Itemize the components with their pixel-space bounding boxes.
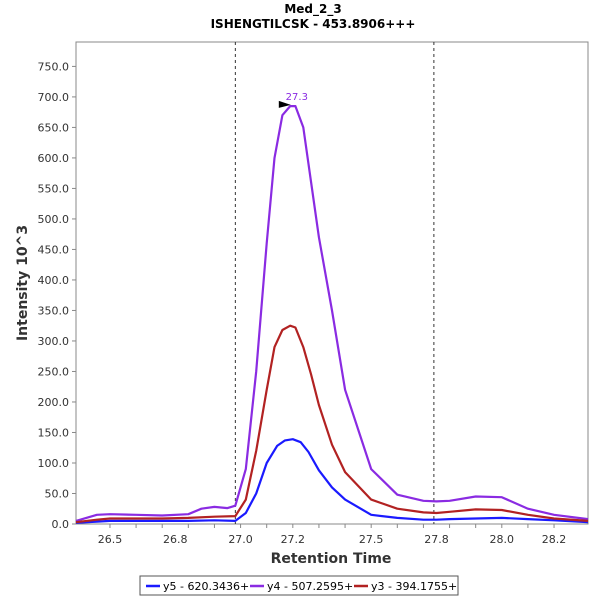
series-line — [75, 104, 589, 522]
y-tick-label: 750.0 — [38, 60, 70, 73]
chart-subtitle: ISHENGTILCSK - 453.8906+++ — [211, 17, 416, 31]
legend: y5 - 620.3436+ y4 - 507.2595+ y3 - 394.175… — [146, 580, 457, 593]
x-tick-label: 26.5 — [98, 533, 123, 546]
legend-label: y4 - 507.2595+ — [267, 580, 353, 593]
peak-label: 27.3 — [286, 92, 308, 103]
series-line — [75, 438, 589, 524]
chart-title: Med_2_3 — [284, 2, 341, 17]
x-tick-label: 28.0 — [490, 533, 515, 546]
y-tick-label: 0.0 — [52, 518, 70, 531]
y-tick-label: 450.0 — [38, 243, 70, 256]
legend-label: y3 - 394.1755+ — [371, 580, 457, 593]
plot-area — [75, 41, 589, 525]
x-tick-label: 27.5 — [359, 533, 384, 546]
y-tick-label: 400.0 — [38, 274, 70, 287]
x-tick-label: 27.8 — [424, 533, 449, 546]
x-tick-label: 26.8 — [163, 533, 188, 546]
y-tick-label: 650.0 — [38, 121, 70, 134]
y-tick-label: 200.0 — [38, 396, 70, 409]
y-tick-label: 50.0 — [45, 487, 70, 500]
y-tick-label: 500.0 — [38, 213, 70, 226]
x-tick-label: 27.0 — [228, 533, 253, 546]
y-tick-label: 300.0 — [38, 335, 70, 348]
peak-annotation: 27.3 — [278, 92, 308, 108]
y-axis: 0.0 50.0 100.0 150.0 200.0 250.0 300.0 350.0 400… — [38, 60, 76, 531]
x-axis-title: Retention Time — [271, 551, 392, 567]
integration-boundaries — [234, 42, 435, 524]
y-axis-title: Intensity 10^3 — [15, 225, 31, 341]
y-tick-label: 150.0 — [38, 426, 70, 439]
y-tick-label: 600.0 — [38, 152, 70, 165]
y-tick-label: 250.0 — [38, 365, 70, 378]
legend-label: y5 - 620.3436+ — [163, 580, 249, 593]
legend-box — [139, 575, 459, 596]
x-axis: 26.5 26.8 27.0 27.2 27.5 27.8 28.0 28.2 — [98, 524, 567, 546]
peak-arrow-icon — [278, 100, 291, 108]
series-line — [75, 324, 589, 524]
x-tick-label: 27.2 — [281, 533, 306, 546]
y-tick-label: 700.0 — [38, 91, 70, 104]
y-tick-label: 100.0 — [38, 457, 70, 470]
y-tick-label: 550.0 — [38, 182, 70, 195]
x-tick-label: 28.2 — [542, 533, 567, 546]
series-layer — [75, 104, 589, 524]
y-tick-label: 350.0 — [38, 304, 70, 317]
